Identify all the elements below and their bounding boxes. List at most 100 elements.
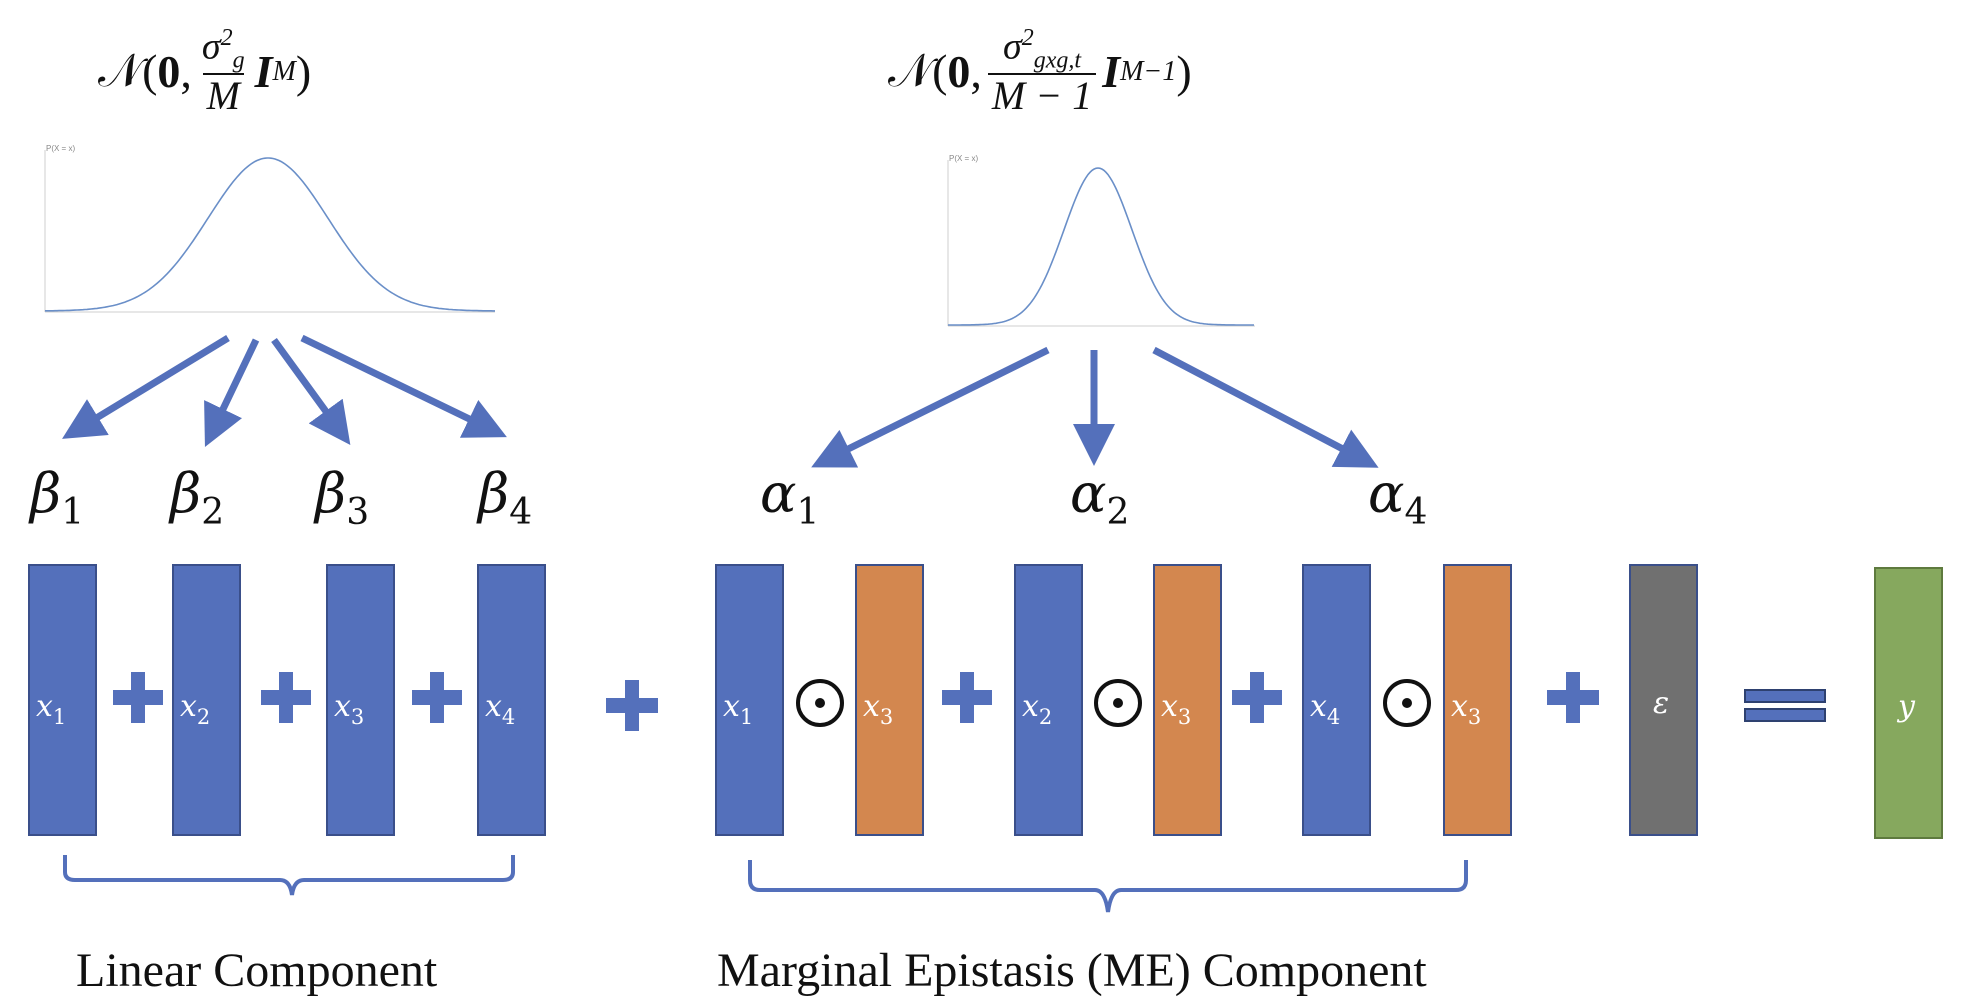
linear-columns: x1 x2 x3 x4: [28, 564, 546, 836]
right-plot-axis-label: P(X = x): [949, 154, 978, 163]
beta-symbol: β: [30, 462, 62, 525]
variance-denominator: M: [202, 73, 244, 117]
arrow-to-alpha-1: [811, 346, 1050, 468]
hadamard-product-icon: [1383, 679, 1431, 727]
plus-icon: [113, 672, 163, 723]
var-name: x: [1022, 689, 1039, 724]
var-sub: 2: [197, 705, 210, 729]
hadamard-symbols: [796, 679, 1431, 727]
column-x1: [28, 564, 97, 836]
me-column-x2: [1014, 564, 1083, 836]
sigma-sub: g: [232, 47, 245, 74]
var-name: x: [863, 689, 880, 724]
mean-vector: 0: [157, 46, 181, 98]
arrow-to-beta-1: [62, 335, 230, 439]
me-column-x3-c: [1443, 564, 1512, 836]
me-column-x4: [1302, 564, 1371, 836]
var-sub: 3: [1178, 705, 1191, 729]
column-x4-label: x4: [485, 689, 515, 729]
left-arrows: [62, 334, 507, 447]
sigma: σ: [1003, 25, 1022, 68]
var-name: x: [180, 689, 197, 724]
beta-symbol: β: [315, 462, 347, 525]
me-column-x3-c-label: x3: [1451, 689, 1481, 729]
alpha-symbol: α: [1368, 462, 1405, 525]
var-sub: 1: [53, 705, 66, 729]
comma: ,: [180, 46, 192, 98]
var-sub: 1: [740, 705, 753, 729]
linear-brace: [63, 855, 515, 896]
beta-symbol: β: [478, 462, 510, 525]
left-density-plot: P(X = x): [44, 144, 495, 313]
epistasis-brace: [748, 860, 1468, 913]
beta-sub: 4: [509, 491, 533, 533]
me-column-x1-label: x1: [723, 689, 753, 729]
epistasis-columns: x1 x3 x2 x3 x4 x3: [715, 564, 1512, 836]
normal-symbol: 𝒩(: [888, 45, 948, 97]
beta-1-label: β1: [30, 462, 84, 533]
me-column-x2-label: x2: [1022, 689, 1052, 729]
left-prior-formula: 𝒩(0, σ2g M I M): [98, 25, 312, 117]
right-density-curve: [948, 167, 1254, 326]
me-column-x4-label: x4: [1310, 689, 1340, 729]
plus-icon: [412, 672, 462, 723]
close-paren: ): [295, 46, 312, 98]
column-x3-label: x3: [334, 689, 364, 729]
var-name: x: [723, 689, 740, 724]
column-x1-label: x1: [36, 689, 66, 729]
arrow-to-beta-2: [204, 338, 260, 447]
sigma-sup: 2: [220, 25, 233, 51]
var-sub: 3: [1468, 705, 1481, 729]
error-label: ε: [1653, 686, 1669, 721]
right-arrows: [811, 346, 1379, 468]
normal-symbol: 𝒩(: [98, 45, 158, 97]
me-column-x1: [715, 564, 784, 836]
alpha-1-label: α1: [760, 462, 819, 533]
var-name: x: [36, 689, 53, 724]
right-prior-formula: 𝒩(0, σ2gxg,t M − 1 I M−1): [888, 25, 1192, 117]
comma: ,: [970, 46, 982, 98]
plus-signs: [113, 672, 1599, 731]
arrow-to-beta-4: [300, 334, 507, 438]
plus-icon: [606, 680, 658, 731]
alpha-symbol: α: [1070, 462, 1107, 525]
left-density-curve: [45, 157, 495, 312]
beta-sub: 2: [201, 491, 225, 533]
sigma-sub: gxg,t: [1033, 47, 1082, 74]
alpha-sub: 1: [796, 491, 820, 533]
me-column-x3-b-label: x3: [1161, 689, 1191, 729]
me-column-x3-a-label: x3: [863, 689, 893, 729]
hadamard-product-icon: [796, 679, 844, 727]
identity-sub: M: [272, 55, 296, 87]
right-density-plot: P(X = x): [947, 154, 1255, 327]
var-name: x: [1161, 689, 1178, 724]
var-name: x: [1310, 689, 1327, 724]
var-name: x: [334, 689, 351, 724]
var-sub: 3: [880, 705, 893, 729]
me-column-x3-a: [855, 564, 924, 836]
var-name: x: [1451, 689, 1468, 724]
variance-fraction: σ2gxg,t M − 1: [987, 25, 1097, 117]
column-x2-label: x2: [180, 689, 210, 729]
plus-icon: [942, 672, 992, 723]
var-sub: 2: [1039, 705, 1052, 729]
column-x3: [326, 564, 395, 836]
variance-denominator: M − 1: [987, 73, 1097, 117]
beta-2-label: β2: [170, 462, 224, 533]
sigma: σ: [201, 25, 221, 68]
mean-vector: 0: [947, 46, 971, 98]
error-column: [1629, 564, 1698, 836]
output-label: y: [1896, 689, 1916, 724]
me-column-x3-b: [1153, 564, 1222, 836]
alpha-2-label: α2: [1070, 462, 1129, 533]
close-paren: ): [1176, 46, 1192, 98]
var-sub: 3: [351, 705, 364, 729]
var-sub: 4: [1327, 705, 1340, 729]
alpha-sub: 2: [1106, 491, 1130, 533]
alpha-4-label: α4: [1368, 462, 1427, 533]
identity-matrix: I: [1102, 46, 1121, 98]
identity-matrix: I: [254, 46, 273, 98]
variance-fraction: σ2g M: [198, 25, 249, 117]
plus-icon: [1232, 672, 1282, 723]
beta-sub: 3: [346, 491, 370, 533]
